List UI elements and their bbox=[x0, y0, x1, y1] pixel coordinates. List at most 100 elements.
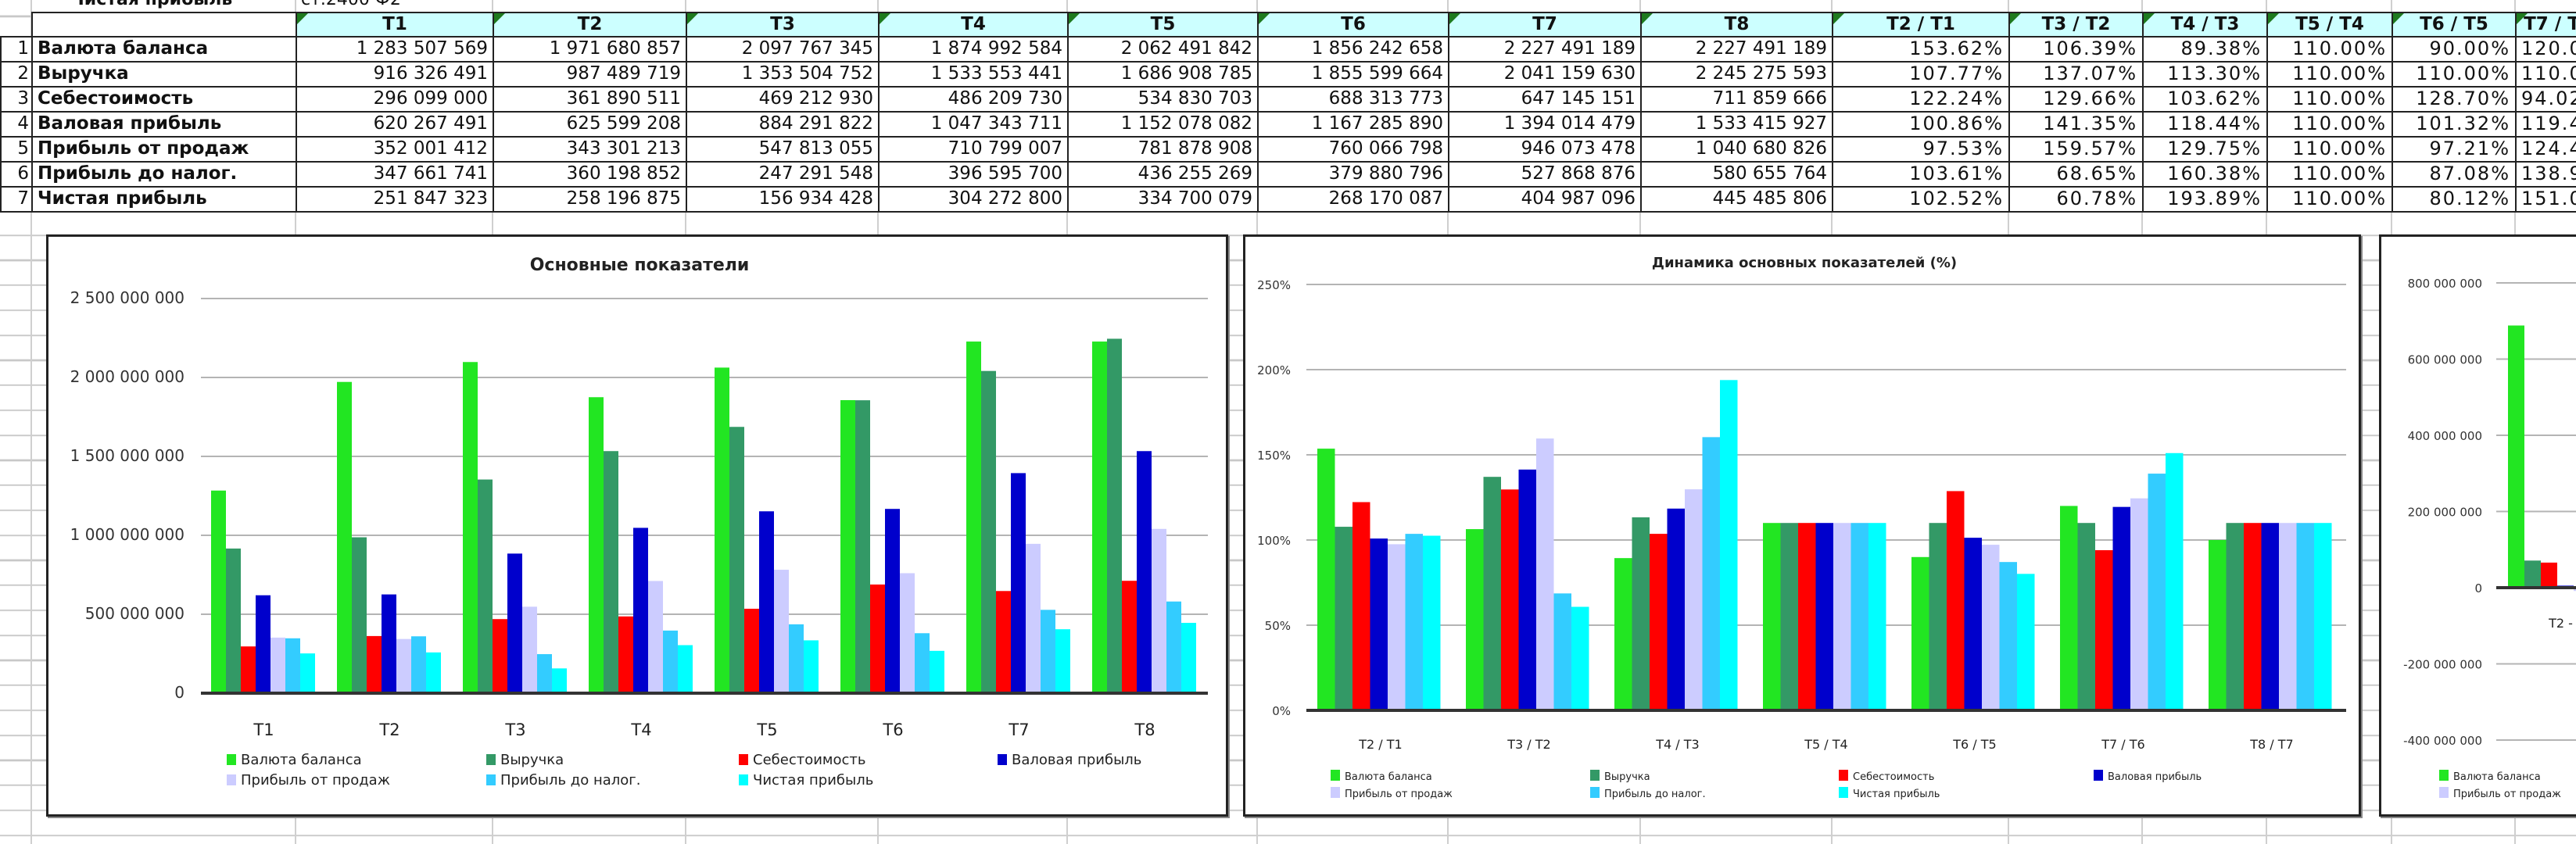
row-number[interactable]: 2 bbox=[0, 61, 33, 88]
table-cell[interactable]: 527 868 876 bbox=[1448, 161, 1642, 188]
table-cell[interactable]: 60.78% bbox=[2008, 186, 2144, 213]
table-cell[interactable]: 1 855 599 664 bbox=[1257, 61, 1449, 88]
table-cell[interactable]: 1 874 992 584 bbox=[878, 36, 1069, 63]
table-cell[interactable]: 620 267 491 bbox=[296, 111, 494, 138]
row-number[interactable]: 1 bbox=[0, 36, 33, 63]
table-cell[interactable]: 710 799 007 bbox=[878, 136, 1069, 163]
table-cell[interactable]: 334 700 079 bbox=[1067, 186, 1259, 213]
table-cell[interactable]: 113.30% bbox=[2142, 61, 2268, 88]
table-cell[interactable]: 946 073 478 bbox=[1448, 136, 1642, 163]
column-header[interactable]: T2 bbox=[493, 12, 687, 38]
table-cell[interactable]: 129.75% bbox=[2142, 136, 2268, 163]
table-cell[interactable]: 436 255 269 bbox=[1067, 161, 1259, 188]
table-cell[interactable]: 102.52% bbox=[1832, 186, 2010, 213]
table-cell[interactable]: 2 097 767 345 bbox=[686, 36, 880, 63]
table-cell[interactable]: 137.07% bbox=[2008, 61, 2144, 88]
table-cell[interactable]: 251 847 323 bbox=[296, 186, 494, 213]
column-header[interactable]: T1 bbox=[296, 12, 494, 38]
table-cell[interactable]: 347 661 741 bbox=[296, 161, 494, 188]
row-number[interactable]: 7 bbox=[0, 186, 33, 213]
table-cell[interactable]: 80.12% bbox=[2391, 186, 2517, 213]
table-cell[interactable]: 486 209 730 bbox=[878, 86, 1069, 113]
column-header[interactable]: T5 bbox=[1067, 12, 1259, 38]
column-header[interactable]: T6 / T5 bbox=[2391, 12, 2517, 38]
table-cell[interactable]: 90.00% bbox=[2391, 36, 2517, 63]
table-cell[interactable]: 352 001 412 bbox=[296, 136, 494, 163]
table-cell[interactable]: 1 152 078 082 bbox=[1067, 111, 1259, 138]
table-cell[interactable]: 103.61% bbox=[1832, 161, 2010, 188]
table-cell[interactable]: 916 326 491 bbox=[296, 61, 494, 88]
table-cell[interactable]: 1 394 014 479 bbox=[1448, 111, 1642, 138]
table-cell[interactable]: 1 040 680 826 bbox=[1640, 136, 1833, 163]
table-cell[interactable]: 547 813 055 bbox=[686, 136, 880, 163]
table-cell[interactable]: 110.00% bbox=[2266, 86, 2393, 113]
table-cell[interactable]: 268 170 087 bbox=[1257, 186, 1449, 213]
column-header[interactable]: T5 / T4 bbox=[2266, 12, 2393, 38]
column-header[interactable]: T7 / T6 bbox=[2515, 12, 2576, 38]
column-header[interactable]: T3 / T2 bbox=[2008, 12, 2144, 38]
table-cell[interactable]: 1 856 242 658 bbox=[1257, 36, 1449, 63]
table-cell[interactable]: 1 971 680 857 bbox=[493, 36, 687, 63]
table-cell[interactable]: 110.00% bbox=[2266, 186, 2393, 213]
row-name[interactable]: Выручка bbox=[31, 61, 297, 88]
table-cell[interactable]: 94.02% bbox=[2515, 86, 2576, 113]
header-name-cell[interactable] bbox=[31, 12, 297, 38]
column-header[interactable]: T6 bbox=[1257, 12, 1449, 38]
row-number[interactable]: 4 bbox=[0, 111, 33, 138]
table-cell[interactable]: 159.57% bbox=[2008, 136, 2144, 163]
table-cell[interactable]: 110.00% bbox=[2266, 136, 2393, 163]
table-cell[interactable]: 87.08% bbox=[2391, 161, 2517, 188]
table-cell[interactable]: 1 533 553 441 bbox=[878, 61, 1069, 88]
table-cell[interactable]: 110.00% bbox=[2266, 36, 2393, 63]
row-number[interactable]: 5 bbox=[0, 136, 33, 163]
table-cell[interactable]: 110.00% bbox=[2391, 61, 2517, 88]
table-cell[interactable]: 160.38% bbox=[2142, 161, 2268, 188]
row-name[interactable]: Валюта баланса bbox=[31, 36, 297, 63]
table-cell[interactable]: 107.77% bbox=[1832, 61, 2010, 88]
table-cell[interactable]: 760 066 798 bbox=[1257, 136, 1449, 163]
table-cell[interactable]: 89.38% bbox=[2142, 36, 2268, 63]
table-cell[interactable]: 625 599 208 bbox=[493, 111, 687, 138]
row-name[interactable]: Валовая прибыль bbox=[31, 111, 297, 138]
table-cell[interactable]: 2 227 491 189 bbox=[1640, 36, 1833, 63]
table-cell[interactable]: 97.21% bbox=[2391, 136, 2517, 163]
table-cell[interactable]: 404 987 096 bbox=[1448, 186, 1642, 213]
table-cell[interactable]: 138.96% bbox=[2515, 161, 2576, 188]
row-number[interactable]: 3 bbox=[0, 86, 33, 113]
table-cell[interactable]: 122.24% bbox=[1832, 86, 2010, 113]
table-cell[interactable]: 361 890 511 bbox=[493, 86, 687, 113]
table-cell[interactable]: 781 878 908 bbox=[1067, 136, 1259, 163]
table-cell[interactable]: 124.47% bbox=[2515, 136, 2576, 163]
column-header[interactable]: T8 bbox=[1640, 12, 1833, 38]
table-cell[interactable]: 129.66% bbox=[2008, 86, 2144, 113]
table-cell[interactable]: 396 595 700 bbox=[878, 161, 1069, 188]
table-cell[interactable]: 120.00% bbox=[2515, 36, 2576, 63]
table-cell[interactable]: 110.00% bbox=[2266, 111, 2393, 138]
table-cell[interactable]: 343 301 213 bbox=[493, 136, 687, 163]
table-cell[interactable]: 103.62% bbox=[2142, 86, 2268, 113]
row-name[interactable]: Себестоимость bbox=[31, 86, 297, 113]
table-cell[interactable]: 100.86% bbox=[1832, 111, 2010, 138]
table-cell[interactable]: 296 099 000 bbox=[296, 86, 494, 113]
table-cell[interactable]: 1 533 415 927 bbox=[1640, 111, 1833, 138]
table-cell[interactable]: 68.65% bbox=[2008, 161, 2144, 188]
table-cell[interactable]: 2 062 491 842 bbox=[1067, 36, 1259, 63]
table-cell[interactable]: 153.62% bbox=[1832, 36, 2010, 63]
table-cell[interactable]: 580 655 764 bbox=[1640, 161, 1833, 188]
table-cell[interactable]: 360 198 852 bbox=[493, 161, 687, 188]
table-cell[interactable]: 445 485 806 bbox=[1640, 186, 1833, 213]
table-cell[interactable]: 2 227 491 189 bbox=[1448, 36, 1642, 63]
table-cell[interactable]: 110.00% bbox=[2515, 61, 2576, 88]
column-header[interactable]: T3 bbox=[686, 12, 880, 38]
row-name[interactable]: Прибыль до налог. bbox=[31, 161, 297, 188]
table-cell[interactable]: 118.44% bbox=[2142, 111, 2268, 138]
table-cell[interactable]: 258 196 875 bbox=[493, 186, 687, 213]
column-header[interactable]: T7 bbox=[1448, 12, 1642, 38]
table-cell[interactable]: 884 291 822 bbox=[686, 111, 880, 138]
column-header[interactable]: T4 / T3 bbox=[2142, 12, 2268, 38]
table-cell[interactable]: 141.35% bbox=[2008, 111, 2144, 138]
row-name[interactable]: Чистая прибыль bbox=[31, 186, 297, 213]
chart-indicators-difference[interactable]: 800 000 000 600 000 000 400 000 000 200 000… bbox=[2379, 234, 2576, 817]
chart-main-indicators[interactable]: Основные показатели 2 500 000 000 2 000 00… bbox=[46, 234, 1228, 817]
row-name[interactable]: Прибыль от продаж bbox=[31, 136, 297, 163]
